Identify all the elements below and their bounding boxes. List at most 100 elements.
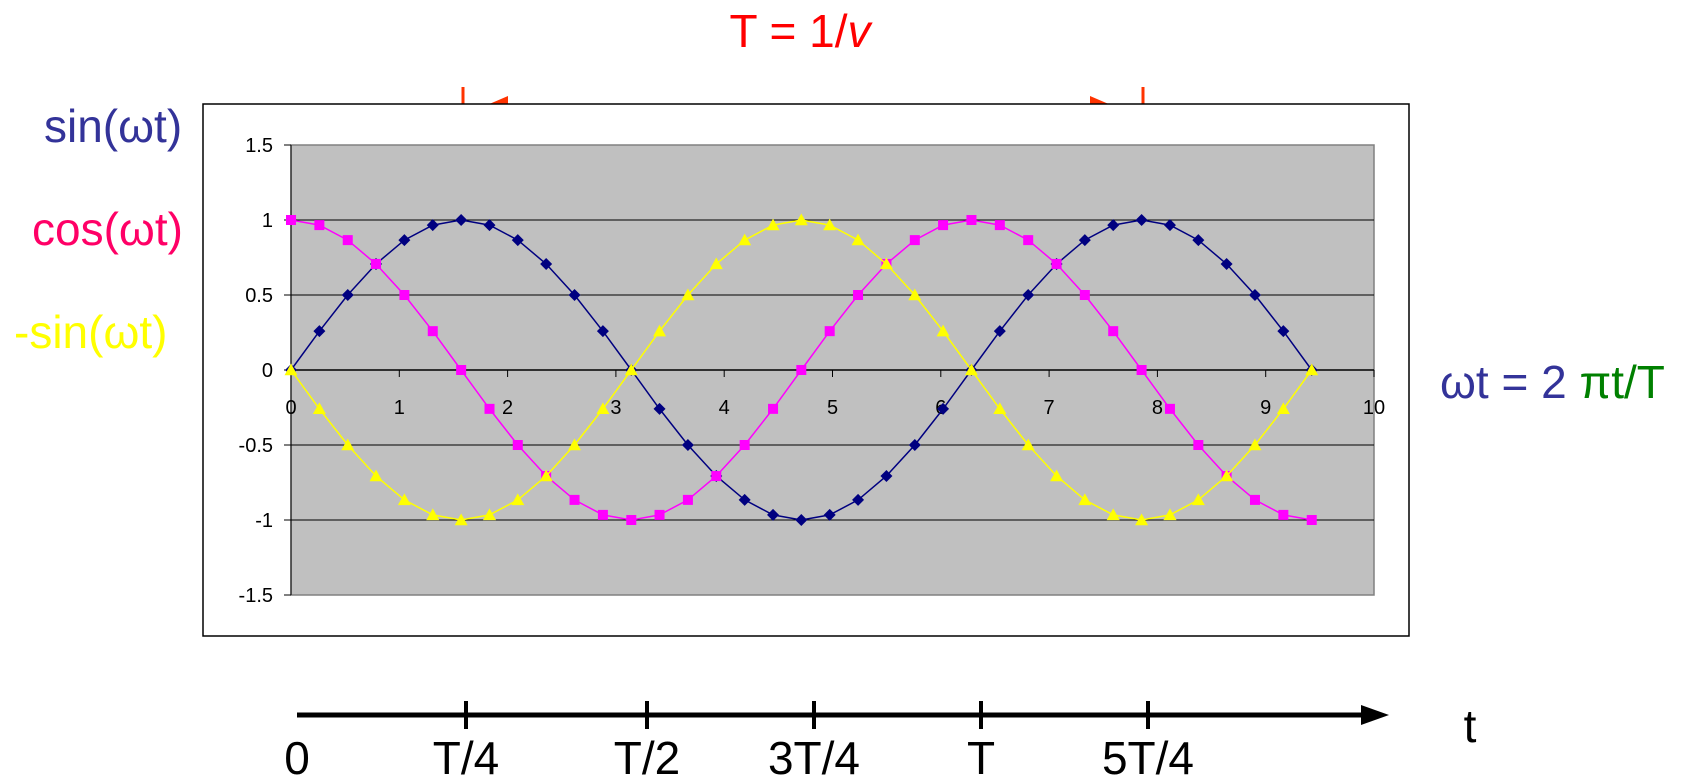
data-point [1051, 258, 1062, 269]
data-point [853, 290, 864, 300]
data-point [286, 215, 296, 225]
data-point [597, 509, 608, 520]
period-label: T = 1/v [729, 5, 873, 57]
data-point [397, 493, 411, 506]
data-point [1079, 290, 1090, 300]
data-point [654, 509, 665, 520]
time-axis: 0 T/4 T/2 3T/4 T 5T/4 t [284, 700, 1476, 778]
time-axis-label: t [1464, 700, 1477, 752]
data-point [314, 220, 325, 231]
data-point [284, 363, 298, 376]
omega-definition: ωt = 2 πt/T [1440, 356, 1665, 408]
data-point [371, 258, 382, 269]
time-axis-tick-label: T [967, 732, 995, 778]
data-point [1078, 234, 1091, 247]
data-point [456, 365, 467, 375]
y-tick-label: 0.5 [245, 285, 273, 307]
x-tick-label: 0 [285, 397, 296, 419]
period-label-nu: v [848, 5, 874, 57]
period-label-text: T = 1/ [729, 5, 847, 57]
time-axis-tick-label: 3T/4 [768, 732, 860, 778]
data-point [596, 325, 609, 338]
data-point [1249, 494, 1260, 505]
data-point [795, 514, 808, 526]
time-axis-ticks: 0 T/4 T/2 3T/4 T 5T/4 [284, 701, 1194, 778]
data-point [511, 234, 524, 247]
data-point [540, 257, 553, 270]
data-point [1248, 289, 1261, 301]
data-point [1108, 326, 1119, 337]
data-point [766, 218, 780, 231]
x-tick-label: 10 [1363, 397, 1385, 419]
data-point [483, 219, 496, 232]
data-point [341, 438, 355, 451]
x-tick-label: 4 [719, 397, 730, 419]
data-point [1107, 219, 1120, 232]
data-point [879, 257, 893, 270]
data-point [823, 508, 836, 521]
data-point [1078, 493, 1092, 506]
data-point [427, 326, 438, 337]
data-point [342, 235, 353, 246]
data-point [1192, 234, 1205, 247]
data-point [1191, 493, 1205, 506]
data-point [398, 234, 411, 247]
data-point [1163, 219, 1176, 232]
data-point [511, 493, 525, 506]
data-point [993, 402, 1007, 415]
x-tick-label: 3 [610, 397, 621, 419]
series-neg-sin [284, 213, 1319, 526]
time-axis-tick-label: 5T/4 [1102, 732, 1194, 778]
data-point [852, 493, 865, 506]
x-tick-label: 2 [502, 397, 513, 419]
data-point [966, 215, 977, 225]
data-point [369, 469, 383, 482]
data-point [1277, 325, 1290, 338]
omega-definition-prefix: ωt = 2 [1440, 356, 1579, 408]
data-point [823, 218, 837, 231]
data-point [539, 469, 553, 482]
data-point [994, 220, 1005, 231]
data-point [738, 493, 751, 506]
neg-sin-label: -sin(ωt) [14, 306, 167, 358]
data-point [908, 288, 922, 301]
time-axis-tick-label: 0 [284, 732, 310, 778]
data-point [624, 363, 638, 376]
y-tick-label: -1 [255, 510, 273, 532]
x-tick-label: 7 [1044, 397, 1055, 419]
data-point [1306, 515, 1317, 525]
y-tick-label: 0 [262, 360, 273, 382]
data-point [426, 508, 440, 521]
omega-definition-suffix: πt/T [1579, 356, 1664, 408]
data-point [568, 289, 581, 301]
x-tick-label: 9 [1260, 397, 1271, 419]
data-point [937, 402, 950, 415]
data-point [312, 402, 326, 415]
data-point [1023, 235, 1034, 246]
data-point [1135, 513, 1149, 526]
data-point [1220, 469, 1234, 482]
data-point [454, 513, 468, 526]
data-point [909, 235, 920, 246]
data-point [993, 325, 1006, 338]
time-axis-arrowhead [1361, 705, 1389, 725]
data-point [596, 402, 610, 415]
data-point [569, 494, 580, 505]
time-axis-tick-label: T/2 [614, 732, 680, 778]
data-point [768, 403, 779, 414]
data-point [767, 508, 780, 521]
data-point [1248, 438, 1262, 451]
data-point [794, 213, 808, 226]
y-tick-label: -0.5 [239, 435, 273, 457]
data-point [1135, 214, 1148, 226]
series-cos [286, 215, 1317, 525]
data-point [1278, 509, 1289, 520]
data-point [483, 508, 497, 521]
data-point [341, 289, 354, 301]
data-point [1193, 440, 1204, 450]
data-point [938, 220, 949, 231]
data-point [681, 288, 695, 301]
data-point [1163, 508, 1177, 521]
data-point [964, 363, 978, 376]
